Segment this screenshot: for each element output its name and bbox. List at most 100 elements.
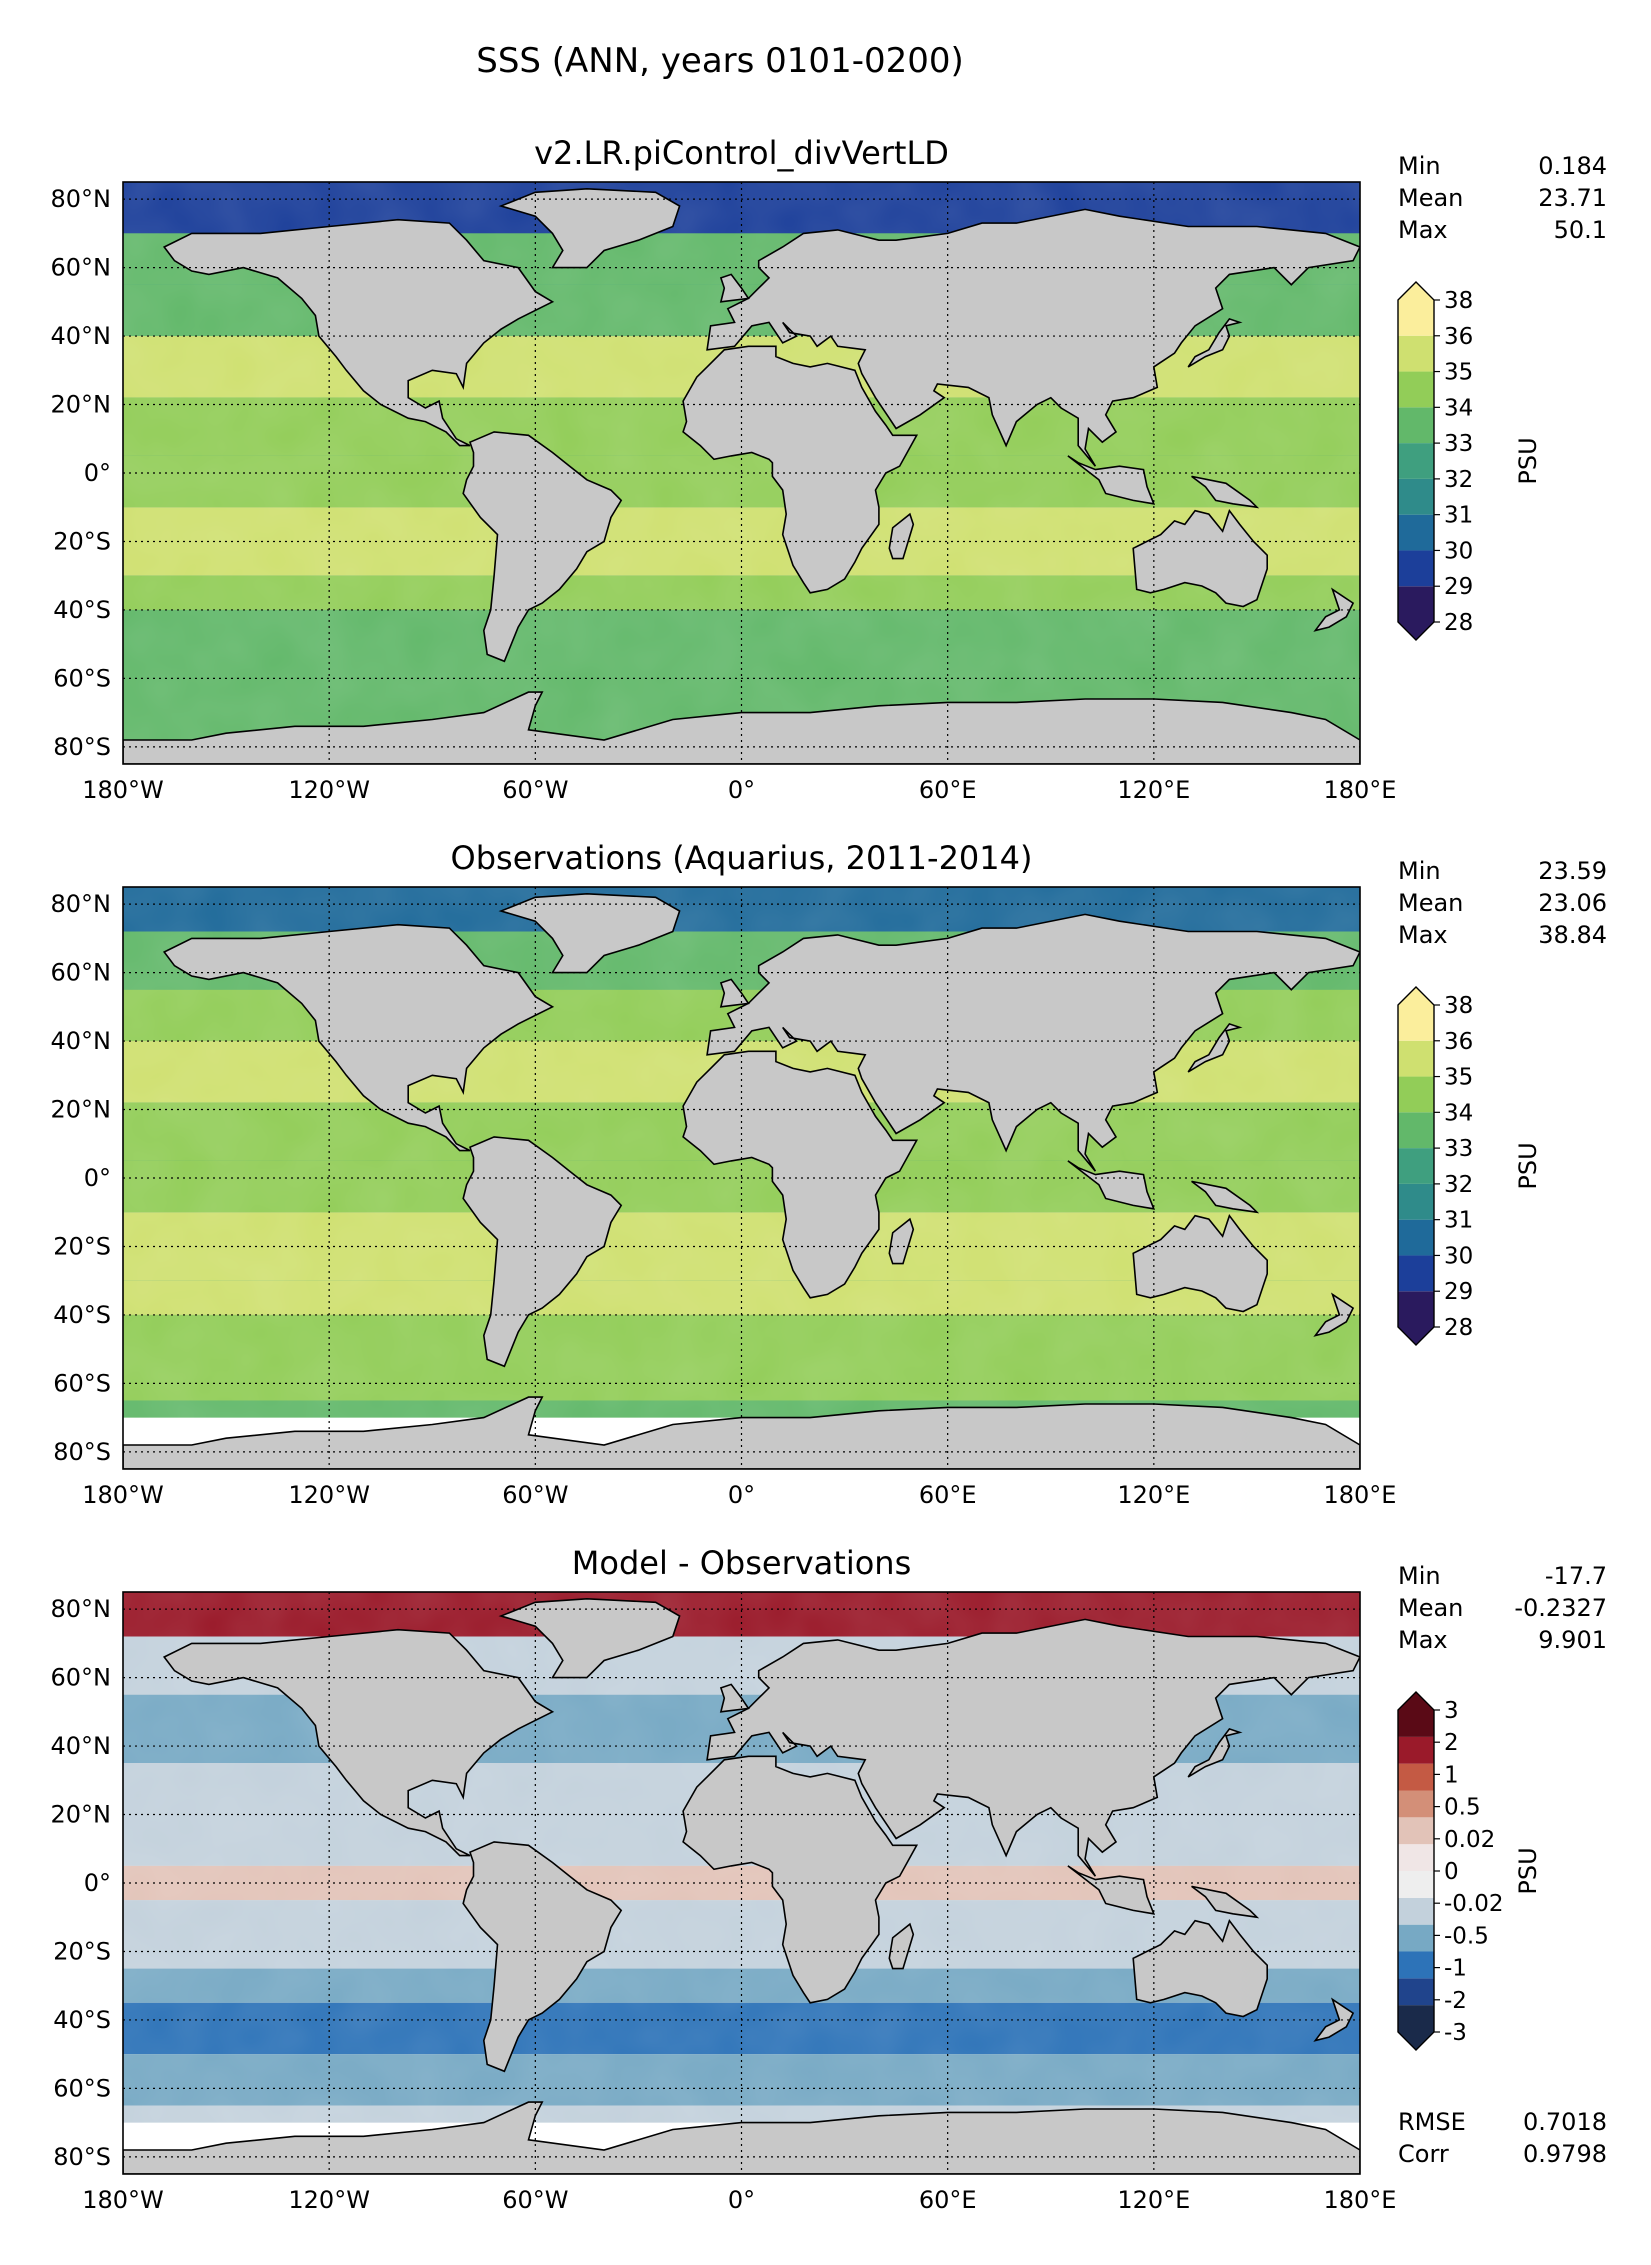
y-tick-label: 40°N: [51, 1732, 112, 1760]
colorbar-segment: [1398, 1924, 1434, 1952]
stat-value: -0.2327: [1514, 1594, 1607, 1622]
colorbar-segment: [1398, 371, 1434, 408]
x-tick-label: 0°: [728, 776, 755, 804]
stat-label: Max: [1398, 921, 1448, 949]
panel-title: v2.LR.piControl_divVertLD: [534, 134, 949, 172]
land-north-america: [162, 923, 555, 1152]
colorbar-tick-label: 36: [1444, 1029, 1473, 1055]
extra-stat-value: 0.9798: [1523, 2140, 1607, 2168]
x-tick-label: 180°E: [1324, 776, 1397, 804]
y-tick-label: 20°N: [51, 391, 112, 419]
colorbar-tick-label: 0.5: [1444, 1795, 1481, 1821]
stat-label: Max: [1398, 1626, 1448, 1654]
map-frame: [122, 181, 1361, 765]
colorbar-tick-label: 31: [1444, 1208, 1473, 1234]
extra-stat-label: Corr: [1398, 2140, 1449, 2168]
colorbar-tick-label: 0: [1444, 1859, 1459, 1885]
y-tick-label: 40°N: [51, 322, 112, 350]
colorbar-tick-label: 30: [1444, 538, 1473, 564]
land-new-zealand: [1313, 1292, 1355, 1337]
land-south-america: [462, 1136, 623, 1368]
colorbar-tick-label: 36: [1444, 324, 1473, 350]
stat-value: 50.1: [1554, 216, 1607, 244]
land-greenland: [498, 892, 681, 974]
land-new-guinea: [1191, 1180, 1260, 1214]
y-tick-label: 80°S: [53, 1438, 111, 1466]
x-tick-label: 180°E: [1324, 1481, 1397, 1509]
y-tick-label: 20°N: [51, 1801, 112, 1829]
y-tick-label: 20°S: [53, 1232, 111, 1260]
colorbar-segment: [1398, 1183, 1434, 1220]
colorbar-tick-label: 1: [1444, 1762, 1459, 1788]
colorbar-tick-label: 31: [1444, 503, 1473, 529]
stat-label: Min: [1398, 152, 1441, 180]
y-tick-label: 40°N: [51, 1027, 112, 1055]
colorbar-tick-label: 33: [1444, 1136, 1473, 1162]
colorbar-tick-label: -3: [1444, 2020, 1467, 2046]
land-south-america: [462, 1841, 623, 2073]
x-tick-label: 60°E: [919, 2186, 977, 2214]
panel-difference: Model - Observations80°N60°N40°N20°N0°20…: [51, 1544, 1608, 2214]
land-eurasia: [706, 208, 1360, 467]
y-tick-label: 40°S: [53, 1301, 111, 1329]
colorbar-segment: [1398, 1291, 1434, 1345]
panel-observations: Observations (Aquarius, 2011-2014) 80°N 60…: [51, 839, 1608, 1509]
x-tick-label: 60°W: [502, 1481, 568, 1509]
colorbar-segment: [1398, 1790, 1434, 1818]
colorbar-segment: [1398, 1978, 1434, 2006]
x-tick-label: 60°E: [919, 1481, 977, 1509]
colorbar-segment: [1398, 2005, 1434, 2050]
colorbar-label: PSU: [1514, 1847, 1542, 1894]
land-british-isles: [719, 273, 750, 303]
land-africa: [682, 1050, 919, 1299]
land-greenland: [498, 1597, 681, 1679]
stat-value: -17.7: [1545, 1562, 1607, 1590]
colorbar-segment: [1398, 1844, 1434, 1871]
y-tick-label: 60°N: [51, 959, 112, 987]
y-tick-label: 60°S: [53, 1369, 111, 1397]
y-tick-label: 60°N: [51, 254, 112, 282]
land-australia: [1132, 1213, 1268, 1313]
land-north-america: [162, 218, 555, 447]
colorbar-tick-label: 33: [1444, 431, 1473, 457]
y-tick-label: 20°S: [53, 527, 111, 555]
colorbar-segment: [1398, 1076, 1434, 1113]
x-tick-label: 180°E: [1324, 2186, 1397, 2214]
colorbar-label: PSU: [1514, 437, 1542, 484]
map-frame: [122, 886, 1361, 1470]
map-area: [123, 887, 1360, 1469]
stat-value: 38.84: [1538, 921, 1607, 949]
y-tick-label: 0°: [84, 1869, 111, 1897]
colorbar-segment: [1398, 1040, 1434, 1077]
colorbar-tick-label: 35: [1444, 1065, 1473, 1091]
y-tick-label: 80°N: [51, 890, 112, 918]
land-japan: [1187, 1727, 1243, 1778]
colorbar-tick-label: 32: [1444, 467, 1473, 493]
land-australia: [1132, 1918, 1268, 2018]
colorbar-segment: [1398, 1897, 1434, 1925]
stat-value: 9.901: [1538, 1626, 1607, 1654]
land-australia: [1132, 508, 1268, 608]
y-tick-label: 60°S: [53, 2074, 111, 2102]
land-new-zealand: [1313, 587, 1355, 632]
y-tick-label: 0°: [84, 459, 111, 487]
land-british-isles: [719, 1683, 750, 1713]
x-tick-label: 120°E: [1117, 2186, 1190, 2214]
colorbar-segment: [1398, 1255, 1434, 1292]
colorbar-segment: [1398, 1951, 1434, 1979]
map-area: [123, 182, 1360, 764]
colorbar-segment: [1398, 1871, 1434, 1898]
colorbar-tick-label: -0.02: [1444, 1891, 1504, 1917]
colorbar-segment: [1398, 407, 1434, 444]
colorbar-segment: [1398, 1112, 1434, 1149]
land-south-america: [462, 431, 623, 663]
x-tick-label: 120°W: [288, 776, 370, 804]
y-tick-label: 0°: [84, 1164, 111, 1192]
y-tick-label: 60°S: [53, 664, 111, 692]
land-madagascar: [888, 512, 915, 560]
land-japan: [1187, 1022, 1243, 1073]
colorbar-segment: [1398, 1736, 1434, 1764]
land-new-guinea: [1191, 475, 1260, 509]
stat-label: Max: [1398, 216, 1448, 244]
